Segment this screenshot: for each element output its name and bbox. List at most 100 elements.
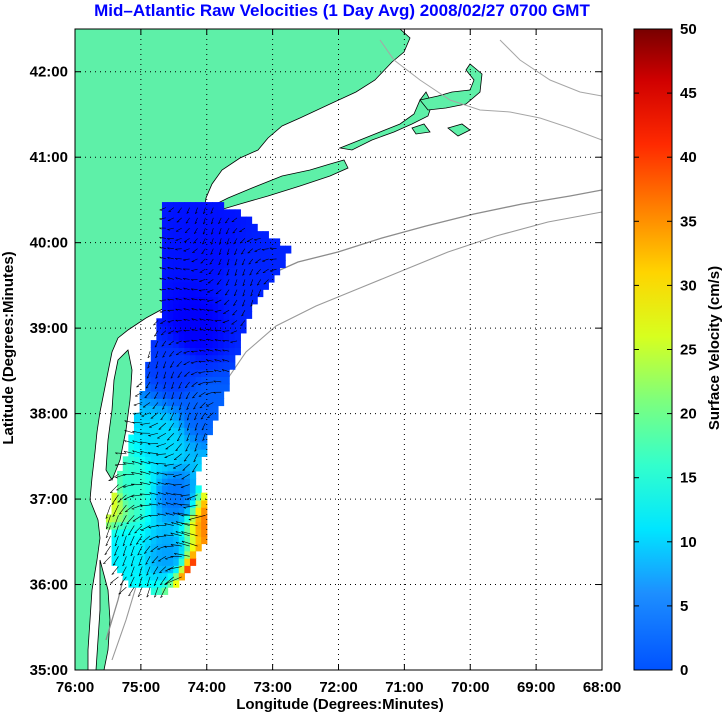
velocity-arrow-head xyxy=(151,561,155,564)
velocity-cell xyxy=(178,499,185,508)
velocity-arrow xyxy=(155,453,166,456)
velocity-cell xyxy=(262,260,269,269)
velocity-arrow xyxy=(159,217,166,220)
velocity-cell xyxy=(257,260,264,269)
velocity-cell xyxy=(201,514,208,523)
velocity-cell xyxy=(133,449,141,457)
velocity-cell xyxy=(268,245,275,254)
velocity-cell xyxy=(212,376,219,385)
velocity-arrow-head xyxy=(234,273,237,276)
velocity-cell xyxy=(128,558,135,566)
velocity-arrow xyxy=(114,525,119,538)
velocity-cell xyxy=(189,252,197,261)
velocity-arrow-head xyxy=(147,356,150,359)
velocity-arrow xyxy=(232,227,238,234)
velocity-arrow-head xyxy=(240,252,244,255)
velocity-arrow-head xyxy=(155,463,159,465)
velocity-arrow-head xyxy=(194,428,197,431)
velocity-arrow-head xyxy=(165,502,168,505)
velocity-cell xyxy=(117,565,124,574)
velocity-cell xyxy=(206,202,213,210)
velocity-cell xyxy=(206,390,213,399)
velocity-cell xyxy=(189,427,197,436)
velocity-cell xyxy=(173,361,180,370)
velocity-arrow-head xyxy=(202,232,206,235)
velocity-cell xyxy=(167,340,174,348)
velocity-cell xyxy=(212,223,219,232)
velocity-arrow-head xyxy=(183,259,186,262)
velocity-cell xyxy=(173,485,180,494)
velocity-arrow xyxy=(210,207,214,214)
velocity-arrow-head xyxy=(181,514,184,517)
velocity-arrow xyxy=(178,392,182,400)
velocity-cell xyxy=(145,543,152,552)
velocity-arrow xyxy=(151,556,159,564)
velocity-cell xyxy=(161,318,169,327)
velocity-arrow-head xyxy=(113,563,116,566)
velocity-arrow-head xyxy=(158,428,162,430)
velocity-arrow-head xyxy=(123,462,126,465)
velocity-arrow xyxy=(214,369,222,373)
velocity-arrow-head xyxy=(148,461,151,464)
velocity-arrow xyxy=(231,217,238,223)
velocity-arrow-head xyxy=(257,294,261,297)
velocity-arrow-head xyxy=(194,222,198,225)
bathymetry-contour xyxy=(379,39,602,141)
velocity-arrow xyxy=(242,299,246,307)
velocity-cell xyxy=(178,456,185,465)
velocity-cell xyxy=(122,536,129,545)
velocity-cell xyxy=(156,325,163,334)
velocity-arrow-head xyxy=(160,596,163,598)
velocity-arrow-head xyxy=(148,471,151,474)
velocity-arrow xyxy=(138,566,143,577)
velocity-cell xyxy=(240,216,247,225)
velocity-cell xyxy=(189,485,197,494)
velocity-cell xyxy=(161,434,169,443)
velocity-cell xyxy=(189,383,197,392)
velocity-cell xyxy=(201,383,208,392)
velocity-cell xyxy=(223,296,230,305)
velocity-cell xyxy=(217,398,225,407)
velocity-arrow-head xyxy=(177,512,180,515)
velocity-cell xyxy=(257,231,264,239)
velocity-arrow-head xyxy=(175,319,178,322)
velocity-arrow-head xyxy=(177,376,181,378)
velocity-cell xyxy=(245,281,253,290)
velocity-arrow-head xyxy=(203,211,206,214)
velocity-arrow-head xyxy=(165,482,168,485)
velocity-cell xyxy=(206,252,213,261)
velocity-arrow xyxy=(254,248,261,252)
velocity-cell xyxy=(268,260,275,269)
velocity-cell xyxy=(240,231,247,239)
velocity-cell xyxy=(167,354,174,363)
velocity-cell xyxy=(229,245,236,254)
velocity-cell xyxy=(195,274,202,283)
velocity-cell xyxy=(245,296,253,305)
velocity-arrow-head xyxy=(198,360,202,363)
velocity-cell xyxy=(161,216,169,225)
velocity-cell xyxy=(156,521,163,530)
velocity-cell xyxy=(173,398,180,407)
velocity-cell xyxy=(245,311,253,319)
x-tick-label: 74:00 xyxy=(188,679,226,696)
velocity-cell xyxy=(178,238,185,247)
velocity-cell xyxy=(240,267,247,276)
velocity-cell xyxy=(201,260,208,269)
velocity-arrow xyxy=(178,422,182,431)
velocity-cell xyxy=(117,478,124,486)
velocity-cell xyxy=(212,325,219,334)
velocity-arrow xyxy=(184,381,190,388)
velocity-cell xyxy=(189,260,197,269)
velocity-arrow xyxy=(167,566,182,570)
velocity-cell xyxy=(133,550,141,559)
velocity-arrow-head xyxy=(126,522,130,525)
velocity-arrow-head xyxy=(167,321,171,323)
velocity-cell xyxy=(167,369,174,378)
velocity-arrow xyxy=(207,349,214,352)
velocity-cell xyxy=(195,332,202,341)
velocity-arrow xyxy=(214,309,222,313)
velocity-arrow xyxy=(185,392,190,400)
velocity-cell xyxy=(234,347,241,356)
velocity-cell xyxy=(245,252,253,261)
velocity-cell xyxy=(156,456,163,465)
